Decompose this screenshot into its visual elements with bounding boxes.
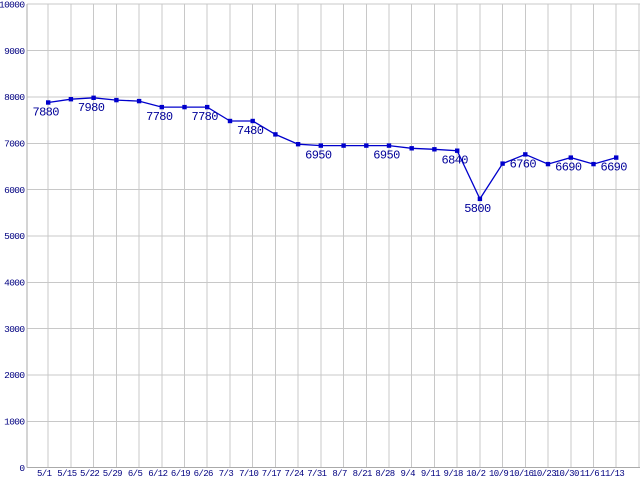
x-tick-label: 10/9 xyxy=(489,469,508,479)
point-label: 7480 xyxy=(237,124,264,138)
data-marker xyxy=(114,97,119,103)
x-tick-label: 8/28 xyxy=(375,469,394,479)
x-tick-label: 8/7 xyxy=(332,469,347,479)
data-marker xyxy=(341,143,346,148)
x-tick-label: 5/15 xyxy=(57,469,76,479)
point-label: 7780 xyxy=(191,110,218,124)
x-tick-labels: 5/1 5/15 5/22 5/29 6/5 6/12 6/19 6/26 7/3 7/10 7/1… xyxy=(37,469,625,479)
data-marker xyxy=(500,161,505,166)
point-label: 7980 xyxy=(78,101,105,115)
x-tick-label: 6/5 xyxy=(128,469,143,479)
y-tick-label: 0 xyxy=(19,463,25,474)
data-marker xyxy=(364,143,369,148)
y-tick-labels: 0 1000 2000 3000 4000 5000 6000 7000 8000 9000 100… xyxy=(0,0,26,474)
y-tick-label: 3000 xyxy=(4,324,25,335)
x-tick-label: 9/4 xyxy=(401,469,416,479)
x-tick-label: 11/6 xyxy=(580,469,599,479)
data-marker xyxy=(250,118,255,124)
data-marker xyxy=(295,142,301,147)
data-marker xyxy=(455,148,460,153)
y-tick-label: 5000 xyxy=(4,231,25,242)
point-label: 6950 xyxy=(305,149,332,163)
y-tick-label: 7000 xyxy=(4,138,25,149)
point-label: 6690 xyxy=(555,161,582,175)
x-tick-label: 10/23 xyxy=(532,469,556,479)
y-tick-label: 4000 xyxy=(4,278,25,289)
y-tick-label: 1000 xyxy=(4,417,25,428)
x-tick-label: 10/30 xyxy=(555,469,579,479)
y-tick-label: 8000 xyxy=(4,92,25,103)
data-marker xyxy=(523,152,528,157)
x-tick-label: 9/11 xyxy=(421,469,440,479)
data-marker xyxy=(591,161,596,167)
point-label: 6760 xyxy=(510,157,537,171)
data-marker xyxy=(136,98,142,104)
x-tick-label: 7/24 xyxy=(285,469,304,479)
x-tick-label: 9/18 xyxy=(444,469,463,479)
gridlines xyxy=(27,3,640,468)
x-tick-label: 7/10 xyxy=(239,469,258,479)
data-marker xyxy=(68,97,74,102)
data-markers xyxy=(46,95,619,202)
data-marker xyxy=(205,104,210,110)
x-tick-label: 5/22 xyxy=(80,469,99,479)
y-tick-label: 9000 xyxy=(4,46,25,57)
x-tick-label: 8/21 xyxy=(353,469,372,479)
data-marker xyxy=(545,161,551,167)
data-line xyxy=(48,97,617,201)
x-tick-label: 10/2 xyxy=(466,469,485,479)
x-tick-label: 7/3 xyxy=(219,469,234,479)
data-marker xyxy=(46,100,51,105)
data-marker xyxy=(409,146,414,151)
y-tick-label: 10000 xyxy=(0,0,25,10)
data-marker xyxy=(227,118,233,124)
y-tick-label: 2000 xyxy=(4,370,25,381)
x-tick-label: 6/26 xyxy=(194,469,213,479)
x-tick-label: 7/31 xyxy=(307,469,326,479)
data-marker xyxy=(182,104,187,110)
data-marker xyxy=(91,95,96,100)
point-label: 6950 xyxy=(373,149,400,163)
y-tick-label: 6000 xyxy=(4,185,25,196)
data-marker xyxy=(386,143,392,148)
point-label: 7780 xyxy=(146,110,173,124)
data-marker xyxy=(159,104,164,110)
data-marker xyxy=(273,132,278,137)
x-tick-label: 6/19 xyxy=(171,469,190,479)
x-tick-label: 5/1 xyxy=(37,469,52,479)
point-labels: 7880 7980 7780 7780 7480 6950 6950 6840 5800 6760… xyxy=(32,101,627,216)
point-label: 6840 xyxy=(441,154,468,168)
data-marker xyxy=(568,155,573,160)
x-tick-label: 7/17 xyxy=(262,469,281,479)
data-marker xyxy=(477,196,483,202)
point-label: 7880 xyxy=(32,106,59,120)
x-tick-label: 6/12 xyxy=(148,469,167,479)
data-marker xyxy=(318,143,323,148)
x-tick-label: 11/13 xyxy=(600,469,624,479)
data-marker xyxy=(614,155,619,160)
axes xyxy=(26,4,640,469)
x-tick-label: 5/29 xyxy=(103,469,122,479)
data-marker xyxy=(432,147,437,152)
x-tick-label: 10/16 xyxy=(509,469,533,479)
point-label: 6690 xyxy=(600,161,627,175)
point-label: 5800 xyxy=(464,202,491,216)
